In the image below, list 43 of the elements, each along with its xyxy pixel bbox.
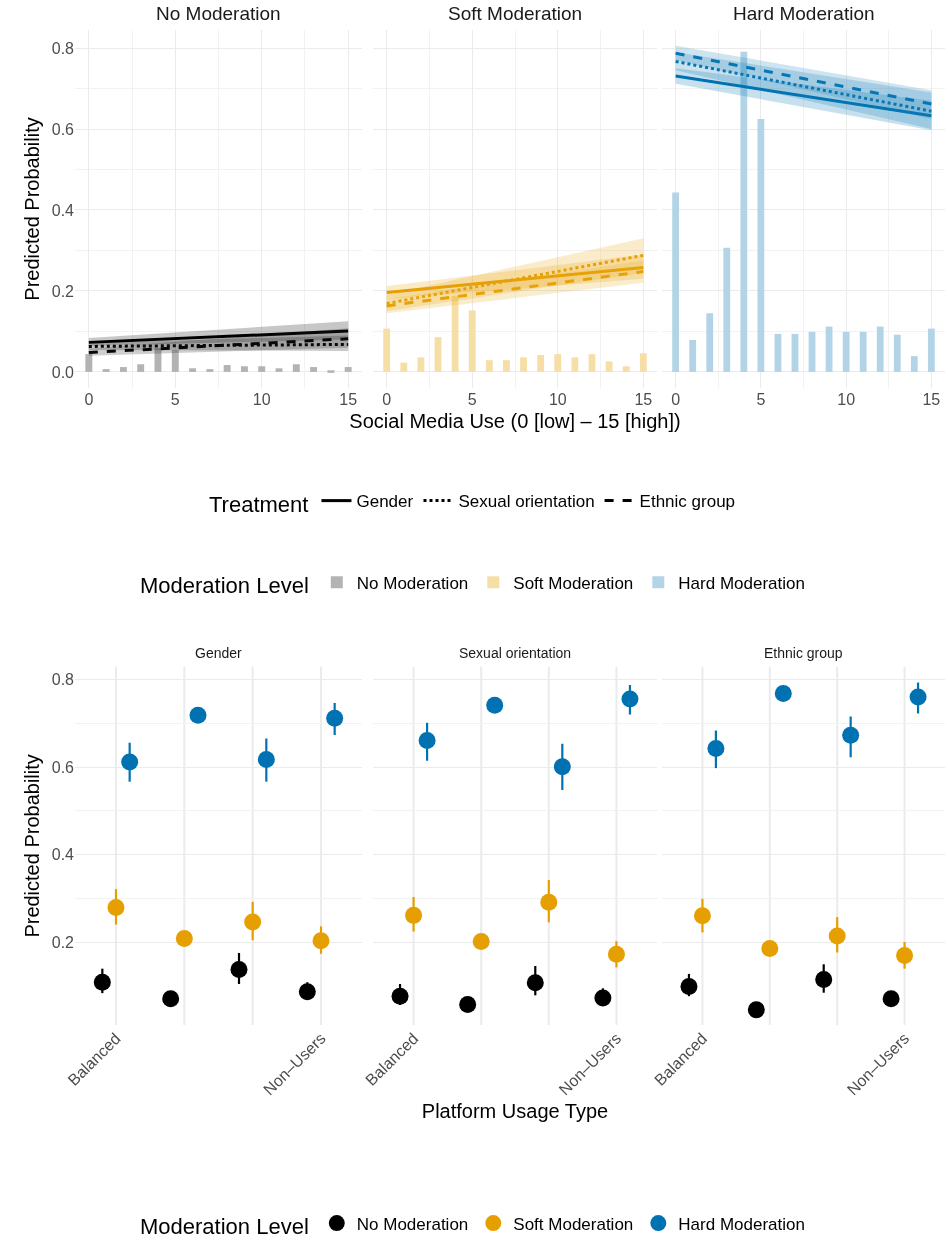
y-tick-label: 0.4 xyxy=(51,846,75,864)
x-tick-label: 15 xyxy=(339,391,358,409)
x-tick-label: 10 xyxy=(252,391,271,409)
x-tick-label: 10 xyxy=(837,391,856,409)
x-tick-label: 15 xyxy=(634,391,653,409)
y-axis-title: Predicted Probability xyxy=(21,117,44,301)
x-axis-title: Platform Usage Type xyxy=(421,1099,609,1122)
x-tick-label: 5 xyxy=(756,391,766,409)
legend-label: Hard Moderation xyxy=(678,1214,805,1234)
chart-title: Sexual orientation xyxy=(459,645,572,661)
chart-title: Soft Moderation xyxy=(448,3,583,24)
y-tick-label: 0.2 xyxy=(51,282,75,300)
chart-title: No Moderation xyxy=(156,3,281,24)
chart-title: Gender xyxy=(195,645,243,661)
x-tick-label: 0 xyxy=(671,391,681,409)
y-tick-label: 0.8 xyxy=(51,39,75,57)
legend-title: Treatment xyxy=(209,491,309,517)
y-tick-label: 0.6 xyxy=(51,758,75,776)
x-tick-label: 5 xyxy=(467,391,477,409)
x-tick-label: 5 xyxy=(170,391,180,409)
legend-label: No Moderation xyxy=(356,1214,469,1234)
legend-label: Soft Moderation xyxy=(513,573,634,593)
y-axis-title: Predicted Probability xyxy=(21,754,44,938)
chart-title: Ethnic group xyxy=(764,645,843,661)
y-tick-label: 0.8 xyxy=(51,671,75,689)
x-tick-label: 15 xyxy=(922,391,941,409)
y-tick-label: 0.2 xyxy=(51,933,75,951)
legend-label: Sexual orientation xyxy=(458,492,595,512)
y-tick-label: 0.4 xyxy=(51,201,75,219)
y-tick-label: 0.6 xyxy=(51,120,75,138)
x-tick-label: 0 xyxy=(382,391,392,409)
chart-title: Hard Moderation xyxy=(733,3,875,24)
legend-label: Ethnic group xyxy=(639,492,736,512)
legend-label: Gender xyxy=(356,492,414,512)
legend-title: Moderation Level xyxy=(140,573,309,599)
legend-label: No Moderation xyxy=(356,573,469,593)
legend-label: Hard Moderation xyxy=(678,573,805,593)
x-tick-label: 0 xyxy=(84,391,94,409)
legend-label: Soft Moderation xyxy=(513,1214,634,1234)
legend-title: Moderation Level xyxy=(140,1214,309,1240)
x-axis-title: Social Media Use (0 [low] – 15 [high]) xyxy=(349,409,681,432)
y-tick-label: 0.0 xyxy=(51,363,75,381)
x-tick-label: 10 xyxy=(548,391,567,409)
